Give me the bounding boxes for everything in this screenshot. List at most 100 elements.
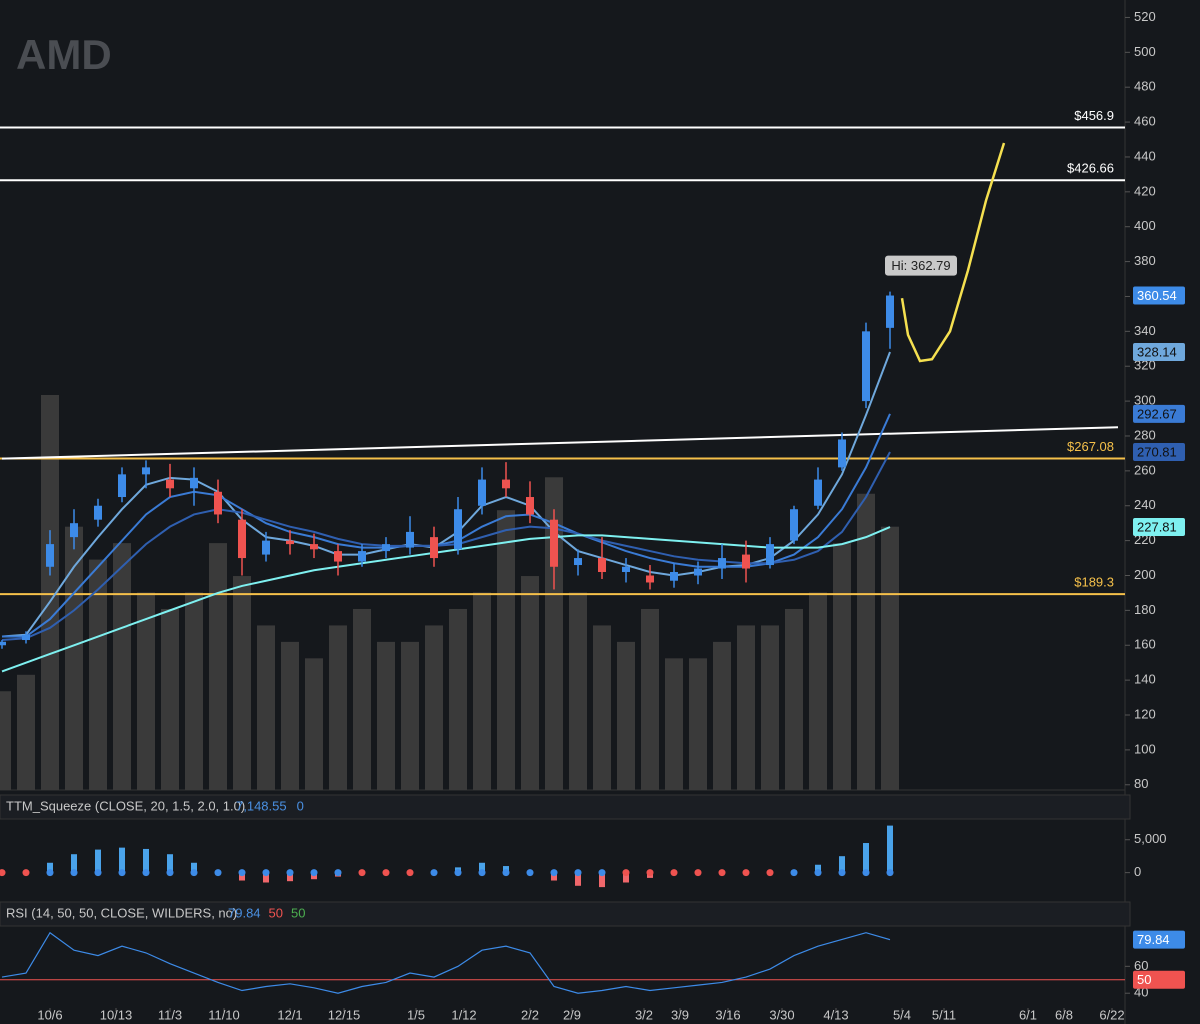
squeeze-dot xyxy=(358,869,366,877)
price-tag xyxy=(1133,517,1185,536)
annotation: Hi: 362.79 xyxy=(891,258,950,273)
level-label: $456.9 xyxy=(1074,108,1114,123)
histogram-bar xyxy=(239,872,245,881)
price-tag-label: 270.81 xyxy=(1137,444,1177,459)
y-tick-label: 80 xyxy=(1134,776,1148,791)
candle-body xyxy=(310,544,318,550)
volume-bar xyxy=(857,493,875,790)
candle-body xyxy=(22,634,30,641)
candle-body xyxy=(0,641,6,646)
x-tick-label: 6/1 xyxy=(1019,1007,1037,1022)
volume-bar xyxy=(65,526,83,790)
y-tick-label: 60 xyxy=(1134,958,1148,973)
histogram-bar xyxy=(119,847,125,873)
x-tick-label: 3/2 xyxy=(635,1007,653,1022)
price-tag-label: 360.54 xyxy=(1137,288,1177,303)
squeeze-dot xyxy=(382,869,390,877)
candle-body xyxy=(742,554,750,569)
volume-bar xyxy=(497,510,515,790)
squeeze-dot xyxy=(598,869,606,877)
level-label: $189.3 xyxy=(1074,575,1114,590)
candle-body xyxy=(214,491,222,515)
y-tick-label: 480 xyxy=(1134,79,1156,94)
volume-bar xyxy=(689,658,707,790)
x-tick-label: 3/9 xyxy=(671,1007,689,1022)
candle-body xyxy=(454,509,462,550)
volume-bar xyxy=(593,625,611,790)
price-tag xyxy=(1133,286,1185,305)
x-tick-label: 11/10 xyxy=(208,1007,240,1022)
y-tick-label: 140 xyxy=(1134,672,1156,687)
x-tick-label: 1/12 xyxy=(451,1007,476,1022)
volume-bar xyxy=(809,592,827,790)
price-tag xyxy=(1133,343,1185,362)
squeeze-dot xyxy=(814,869,822,877)
squeeze-dot xyxy=(190,869,198,877)
squeeze-dot xyxy=(238,869,246,877)
volume-bar xyxy=(881,526,899,790)
y-tick-label: 380 xyxy=(1134,253,1156,268)
volume-bar xyxy=(569,592,587,790)
candle-body xyxy=(862,331,870,402)
candle-body xyxy=(238,519,246,559)
candle-body xyxy=(118,474,126,498)
candle-body xyxy=(838,439,846,468)
volume-bar xyxy=(281,641,299,790)
x-tick-label: 6/8 xyxy=(1055,1007,1073,1022)
histogram-bar xyxy=(887,825,893,873)
x-tick-label: 3/30 xyxy=(769,1007,794,1022)
level-label: $267.08 xyxy=(1067,439,1114,454)
panel-title: TTM_Squeeze (CLOSE, 20, 1.5, 2.0, 1.0) xyxy=(6,798,245,813)
squeeze-dot xyxy=(46,869,54,877)
readout: 50 xyxy=(269,905,283,920)
histogram-bar xyxy=(575,872,581,886)
histogram-bar xyxy=(167,854,173,873)
y-tick-label: 280 xyxy=(1134,427,1156,442)
volume-bar xyxy=(113,543,131,790)
x-tick-label: 1/5 xyxy=(407,1007,425,1022)
y-tick-label: 5,000 xyxy=(1134,831,1167,846)
price-tag xyxy=(1133,970,1185,989)
candle-body xyxy=(670,572,678,581)
squeeze-dot xyxy=(742,869,750,877)
x-tick-label: 5/11 xyxy=(932,1007,956,1022)
y-tick-label: 340 xyxy=(1134,323,1156,338)
y-tick-label: 300 xyxy=(1134,393,1156,408)
x-tick-label: 3/16 xyxy=(715,1007,740,1022)
volume-bar xyxy=(833,543,851,790)
squeeze-dot xyxy=(22,869,30,877)
squeeze-dot xyxy=(790,869,798,877)
histogram-bar xyxy=(623,872,629,883)
volume-bar xyxy=(473,592,491,790)
squeeze-dot xyxy=(70,869,78,877)
squeeze-dot xyxy=(430,869,438,877)
price-tag-label: 50 xyxy=(1137,972,1151,987)
logo: AMD xyxy=(16,31,112,78)
candle-body xyxy=(598,558,606,573)
histogram-bar xyxy=(263,872,269,883)
y-tick-label: 200 xyxy=(1134,567,1156,582)
squeeze-dot xyxy=(310,869,318,877)
candle-body xyxy=(166,479,174,489)
squeeze-dot xyxy=(406,869,414,877)
squeeze-dot xyxy=(478,869,486,877)
candle-body xyxy=(478,479,486,506)
squeeze-dot xyxy=(766,869,774,877)
squeeze-dot xyxy=(118,869,126,877)
candle-body xyxy=(574,558,582,566)
panel-title: RSI (14, 50, 50, CLOSE, WILDERS, no) xyxy=(6,905,237,920)
squeeze-dot xyxy=(622,869,630,877)
x-tick-label: 6/22 xyxy=(1099,1007,1124,1022)
annotation-box xyxy=(885,255,957,276)
squeeze-dot xyxy=(550,869,558,877)
price-tag xyxy=(1133,443,1185,462)
squeeze-dot xyxy=(94,869,102,877)
squeeze-dot xyxy=(142,869,150,877)
volume-bar xyxy=(377,641,395,790)
readout: 79.84 xyxy=(228,905,261,920)
readout: 7,148.55 xyxy=(236,798,287,813)
squeeze-dot xyxy=(886,869,894,877)
histogram-bar xyxy=(95,849,101,873)
